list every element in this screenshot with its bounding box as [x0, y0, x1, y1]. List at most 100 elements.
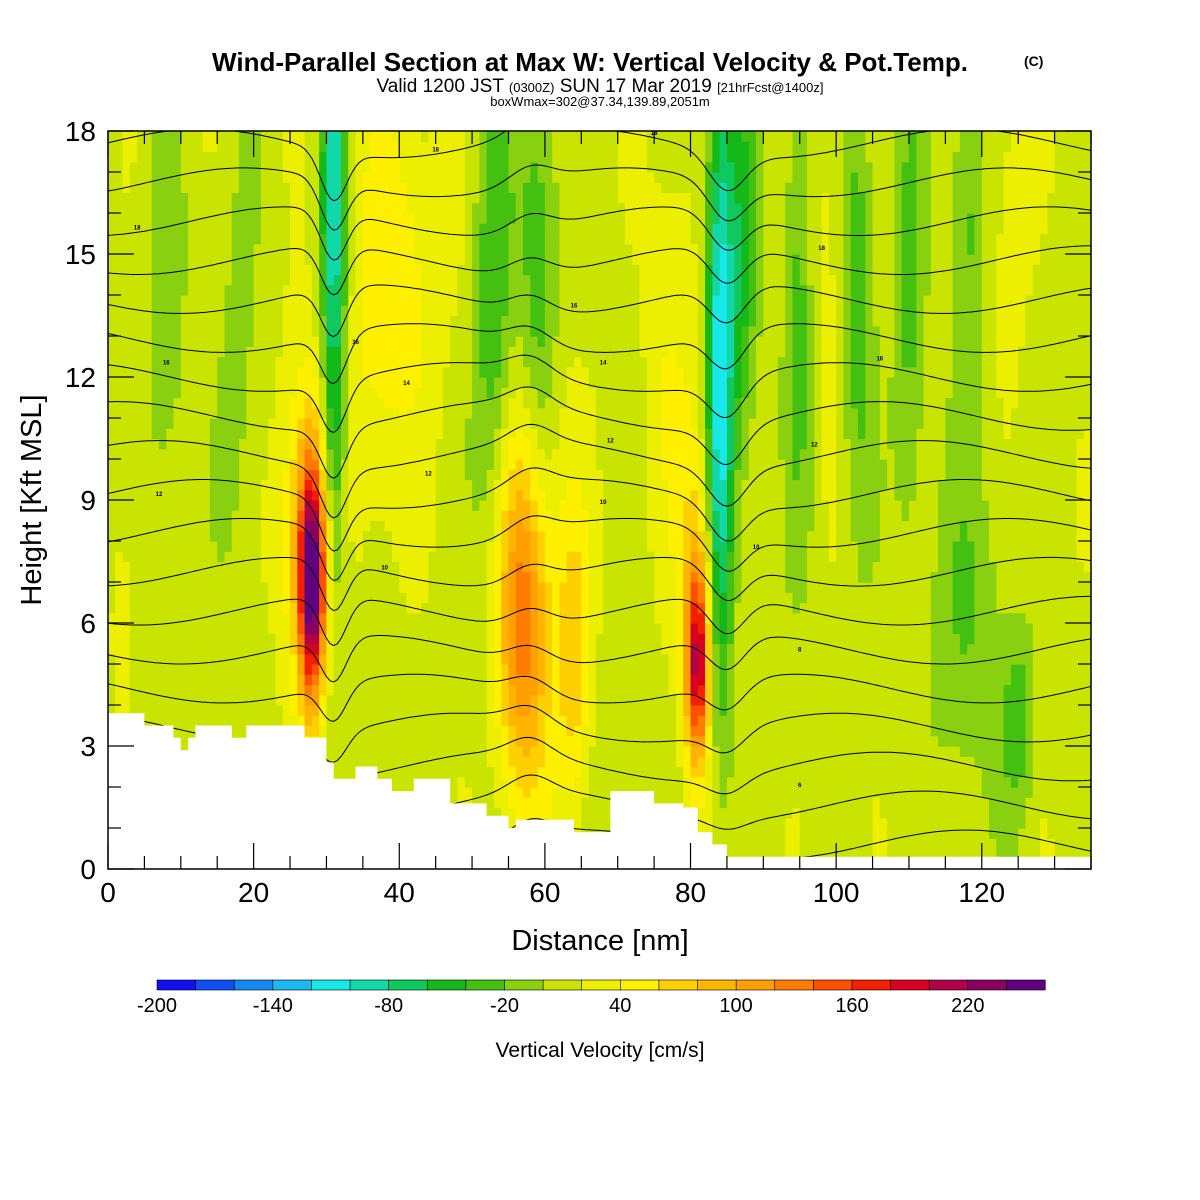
velocity-cell — [304, 223, 313, 235]
velocity-cell — [239, 479, 247, 491]
velocity-cell — [341, 346, 349, 358]
velocity-cell — [326, 397, 335, 409]
velocity-cell — [355, 541, 364, 552]
velocity-cell — [151, 571, 160, 583]
velocity-cell — [450, 623, 459, 634]
velocity-cell — [297, 336, 306, 347]
velocity-cell — [493, 151, 502, 163]
velocity-cell — [137, 377, 146, 388]
velocity-cell — [144, 213, 153, 224]
velocity-cell — [537, 684, 546, 696]
velocity-cell — [319, 264, 328, 276]
velocity-cell — [595, 459, 604, 470]
velocity-cell — [195, 254, 204, 265]
velocity-cell — [180, 141, 189, 153]
velocity-cell — [413, 151, 422, 163]
velocity-cell — [209, 192, 218, 204]
velocity-cell — [442, 428, 451, 440]
velocity-cell — [464, 131, 473, 142]
velocity-cell — [311, 530, 320, 542]
velocity-cell — [158, 438, 167, 450]
velocity-cell — [166, 448, 175, 460]
velocity-cell — [413, 274, 422, 286]
velocity-cell — [326, 346, 335, 358]
velocity-cell — [217, 500, 226, 511]
velocity-cell — [319, 223, 328, 235]
velocity-cell — [209, 510, 218, 522]
velocity-cell — [530, 274, 539, 286]
velocity-cell — [559, 623, 568, 634]
velocity-cell — [479, 489, 488, 501]
velocity-cell — [115, 489, 124, 501]
velocity-cell — [173, 346, 182, 358]
velocity-cell — [348, 151, 357, 163]
velocity-cell — [108, 141, 116, 153]
velocity-cell — [209, 264, 218, 276]
velocity-cell — [144, 438, 153, 450]
velocity-cell — [464, 756, 473, 768]
velocity-cell — [406, 284, 415, 296]
velocity-cell — [472, 776, 480, 788]
velocity-cell — [217, 479, 226, 491]
velocity-cell — [406, 530, 415, 542]
velocity-cell — [180, 387, 189, 399]
velocity-cell — [268, 397, 277, 409]
velocity-cell — [326, 428, 335, 440]
velocity-cell — [523, 643, 531, 655]
velocity-cell — [581, 202, 590, 214]
velocity-cell — [282, 172, 291, 183]
velocity-cell — [450, 233, 459, 245]
velocity-cell — [151, 418, 160, 429]
velocity-cell — [581, 387, 590, 399]
velocity-cell — [180, 233, 189, 245]
velocity-cell — [377, 674, 386, 686]
velocity-cell — [479, 336, 488, 347]
velocity-cell — [151, 407, 160, 419]
velocity-cell — [537, 346, 546, 358]
velocity-cell — [246, 192, 255, 204]
velocity-cell — [428, 151, 437, 163]
velocity-cell — [428, 397, 437, 409]
velocity-cell — [588, 612, 597, 624]
velocity-cell — [144, 387, 153, 399]
velocity-cell — [486, 735, 495, 747]
velocity-cell — [472, 766, 480, 778]
velocity-cell — [319, 715, 328, 727]
velocity-cell — [151, 161, 160, 173]
velocity-cell — [202, 151, 211, 163]
velocity-cell — [523, 459, 531, 470]
velocity-cell — [442, 325, 451, 337]
velocity-cell — [457, 776, 466, 788]
velocity-cell — [552, 397, 561, 409]
velocity-cell — [260, 397, 269, 409]
velocity-cell — [559, 664, 568, 675]
velocity-cell — [595, 735, 604, 747]
velocity-cell — [442, 202, 451, 214]
velocity-cell — [493, 274, 502, 286]
velocity-cell — [442, 254, 451, 265]
velocity-cell — [457, 428, 466, 440]
velocity-cell — [450, 213, 459, 224]
velocity-cell — [595, 705, 604, 716]
velocity-cell — [304, 387, 313, 399]
velocity-cell — [508, 715, 517, 727]
velocity-cell — [508, 192, 517, 204]
velocity-cell — [384, 459, 393, 470]
velocity-cell — [370, 438, 379, 450]
velocity-cell — [231, 500, 240, 511]
velocity-cell — [581, 787, 590, 798]
velocity-cell — [399, 172, 408, 183]
velocity-cell — [151, 715, 160, 727]
velocity-cell — [552, 664, 561, 675]
velocity-cell — [297, 284, 306, 296]
velocity-cell — [195, 305, 204, 317]
velocity-cell — [486, 243, 495, 255]
velocity-cell — [268, 131, 277, 142]
velocity-cell — [595, 643, 604, 655]
velocity-cell — [348, 264, 357, 276]
velocity-cell — [428, 141, 437, 153]
velocity-cell — [588, 315, 597, 327]
velocity-cell — [275, 346, 284, 358]
velocity-cell — [450, 356, 459, 368]
velocity-cell — [290, 592, 298, 604]
